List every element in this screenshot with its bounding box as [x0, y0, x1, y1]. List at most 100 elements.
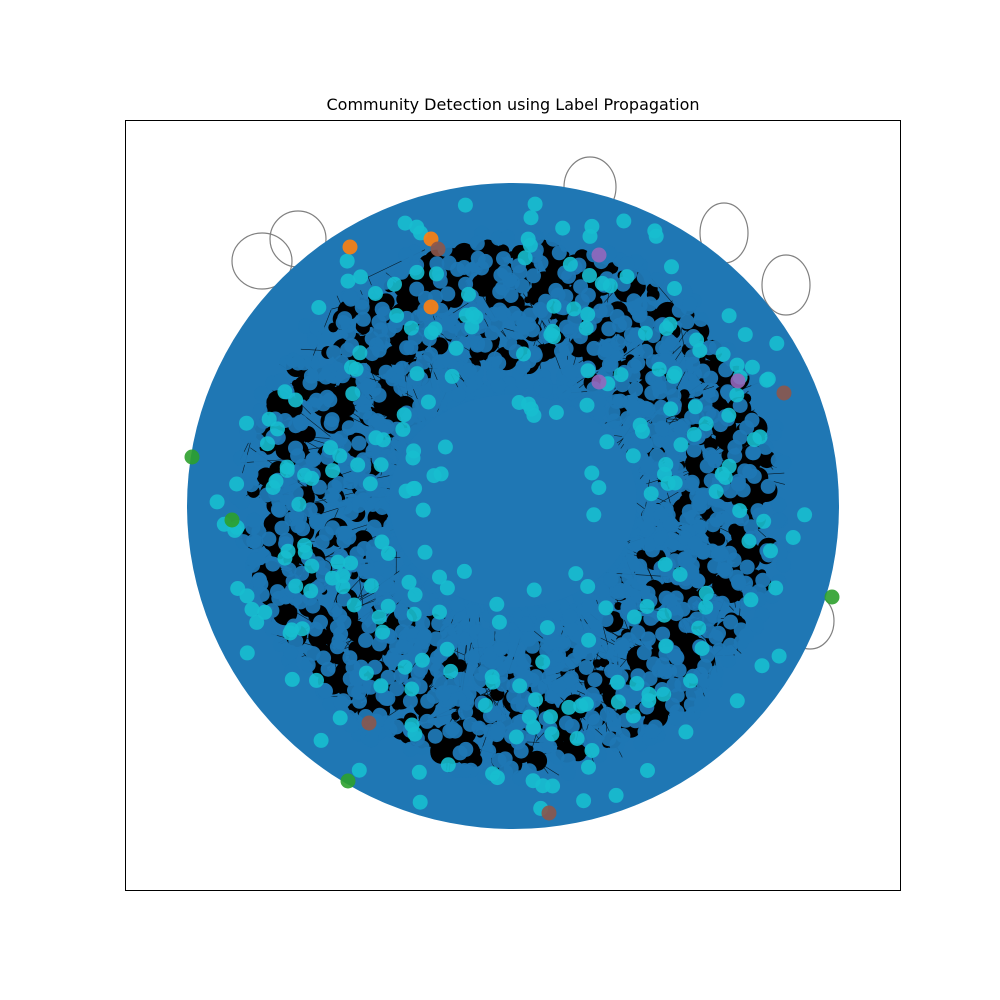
node — [322, 696, 338, 712]
node — [478, 628, 494, 644]
node-cyan — [335, 579, 351, 595]
node-cyan — [566, 301, 582, 317]
node — [739, 559, 755, 575]
node-cyan — [439, 580, 455, 596]
node-cyan — [423, 325, 439, 341]
network-graph — [184, 156, 840, 829]
node — [654, 420, 670, 436]
node — [313, 614, 328, 630]
node — [331, 633, 347, 649]
node-cyan — [647, 223, 663, 239]
node — [300, 657, 316, 673]
node — [318, 369, 334, 385]
node — [541, 669, 557, 685]
node — [598, 342, 614, 358]
node — [723, 614, 739, 630]
node — [560, 765, 576, 781]
node-cyan — [457, 197, 473, 213]
node — [746, 445, 762, 461]
node — [643, 610, 659, 626]
node — [441, 255, 457, 271]
node — [720, 653, 736, 668]
node-cyan — [527, 196, 543, 212]
node — [668, 606, 684, 622]
node — [351, 435, 367, 451]
node — [490, 725, 506, 741]
node — [306, 451, 322, 467]
node-cyan — [429, 266, 444, 282]
node-cyan — [608, 787, 624, 803]
node — [457, 763, 472, 778]
node — [254, 587, 270, 602]
node-cyan — [544, 726, 560, 742]
node — [707, 674, 723, 690]
node-cyan — [535, 654, 551, 670]
node-cyan — [415, 502, 431, 518]
node — [343, 717, 359, 733]
node-cyan — [586, 507, 602, 523]
edge — [595, 293, 601, 300]
node-cyan — [439, 641, 455, 657]
node-cyan — [662, 316, 678, 332]
node-cyan — [229, 476, 245, 492]
node-cyan — [491, 614, 507, 630]
node — [644, 385, 660, 401]
node — [649, 272, 665, 288]
node — [685, 356, 701, 372]
node-cyan — [405, 481, 421, 497]
node — [375, 333, 391, 349]
node — [697, 658, 713, 674]
node-brown — [776, 385, 792, 401]
node — [587, 619, 602, 635]
node — [440, 286, 456, 302]
node — [347, 682, 362, 698]
node — [594, 584, 610, 600]
node — [581, 597, 597, 613]
node — [436, 686, 452, 702]
node — [370, 413, 386, 429]
node — [603, 571, 619, 587]
node — [338, 499, 353, 515]
node-cyan — [729, 357, 745, 373]
node-cyan — [658, 638, 674, 654]
node — [474, 260, 490, 276]
node — [626, 358, 642, 374]
node — [668, 424, 683, 440]
node-cyan — [756, 513, 772, 529]
node-cyan — [667, 475, 683, 491]
node — [246, 512, 262, 528]
node — [354, 299, 370, 315]
node — [624, 557, 640, 573]
node — [265, 556, 281, 572]
node — [361, 563, 377, 579]
node-cyan — [368, 430, 384, 446]
node-cyan — [340, 273, 356, 289]
node — [632, 297, 648, 313]
node — [336, 614, 352, 630]
node — [738, 628, 754, 644]
node-cyan — [405, 450, 421, 466]
node — [707, 453, 723, 469]
node-cyan — [526, 407, 542, 423]
node — [649, 434, 665, 449]
node — [510, 715, 526, 731]
node — [358, 605, 374, 621]
node — [640, 585, 656, 601]
node — [272, 637, 288, 652]
node-cyan — [397, 215, 413, 231]
node — [681, 504, 697, 520]
node — [636, 269, 652, 285]
node-cyan — [512, 678, 528, 694]
node — [682, 296, 698, 312]
self-loop — [761, 254, 811, 316]
node — [664, 335, 680, 351]
node-cyan — [576, 793, 592, 809]
node — [341, 420, 357, 436]
node — [628, 381, 644, 397]
node — [655, 626, 671, 642]
node — [278, 532, 294, 548]
node-cyan — [610, 674, 625, 690]
node-cyan — [284, 671, 300, 687]
node-cyan — [396, 407, 412, 423]
node — [394, 360, 410, 376]
